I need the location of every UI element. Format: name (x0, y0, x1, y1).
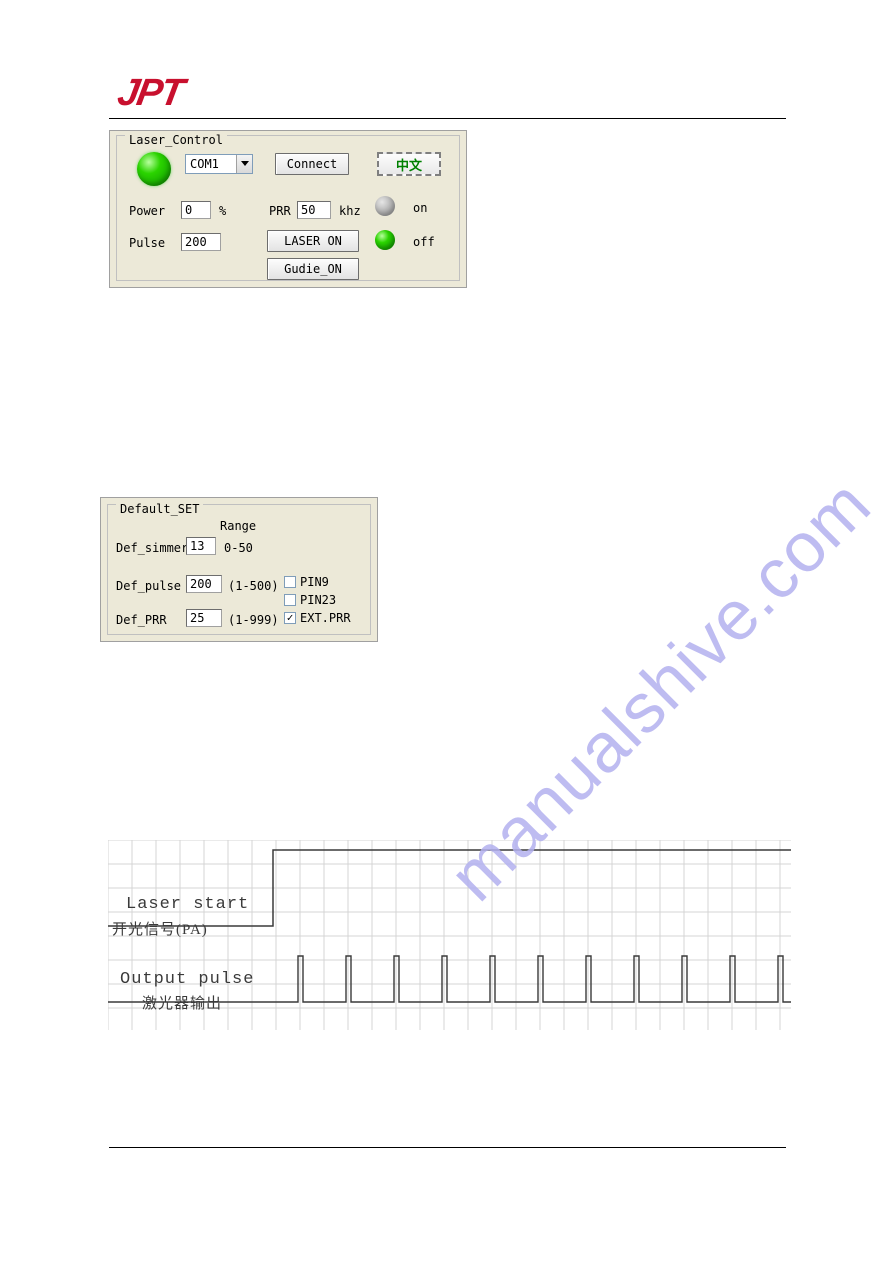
connect-button[interactable]: Connect (275, 153, 349, 175)
laser-on-button[interactable]: LASER ON (267, 230, 359, 252)
guide-on-button[interactable]: Gudie_ON (267, 258, 359, 280)
dropdown-icon (236, 155, 252, 173)
range-header: Range (220, 519, 256, 533)
laser-control-legend: Laser_Control (125, 133, 227, 147)
extprr-label: EXT.PRR (300, 611, 351, 625)
def-pulse-value: 200 (190, 577, 212, 591)
prr-input[interactable]: 50 (297, 201, 331, 219)
pulse-input[interactable]: 200 (181, 233, 221, 251)
prr-label: PRR (269, 204, 291, 218)
language-button-label: 中文 (396, 155, 422, 174)
pin9-checkbox[interactable]: PIN9 (284, 575, 329, 589)
laser-start-label-en: Laser start (126, 895, 249, 914)
def-simmer-value: 13 (190, 539, 204, 553)
checkbox-box-icon (284, 594, 296, 606)
laser-control-fieldset: Laser_Control COM1 Connect 中文 Power 0 % … (116, 135, 460, 281)
power-input[interactable]: 0 (181, 201, 211, 219)
checkbox-box-icon (284, 576, 296, 588)
main-status-led (137, 152, 171, 186)
power-value: 0 (185, 203, 192, 217)
pin23-checkbox[interactable]: PIN23 (284, 593, 336, 607)
power-unit: % (219, 204, 226, 218)
on-status-led (375, 196, 395, 216)
def-pulse-input[interactable]: 200 (186, 575, 222, 593)
prr-value: 50 (301, 203, 315, 217)
def-simmer-input[interactable]: 13 (186, 537, 216, 555)
pulse-label: Pulse (129, 236, 165, 250)
header-rule (109, 118, 786, 119)
off-status-led (375, 230, 395, 250)
laser-control-panel: Laser_Control COM1 Connect 中文 Power 0 % … (109, 130, 467, 288)
com-port-value: COM1 (186, 157, 236, 171)
extprr-checkbox[interactable]: ✓ EXT.PRR (284, 611, 351, 625)
pin23-label: PIN23 (300, 593, 336, 607)
default-set-panel: Default_SET Range Def_simmer 13 0-50 Def… (100, 497, 378, 642)
laser-start-label-cn: 开光信号(PA) (112, 918, 208, 939)
connect-button-label: Connect (287, 157, 338, 171)
output-pulse-label-cn: 激光器输出 (142, 992, 222, 1013)
def-pulse-label: Def_pulse (116, 579, 181, 593)
def-prr-range: (1-999) (228, 613, 279, 627)
def-pulse-range: (1-500) (228, 579, 279, 593)
off-label: off (413, 235, 435, 249)
def-prr-value: 25 (190, 611, 204, 625)
on-label: on (413, 201, 427, 215)
def-simmer-label: Def_simmer (116, 541, 188, 555)
def-simmer-range: 0-50 (224, 541, 253, 555)
def-prr-label: Def_PRR (116, 613, 167, 627)
output-pulse-label-en: Output pulse (120, 970, 254, 989)
laser-on-button-label: LASER ON (284, 234, 342, 248)
def-prr-input[interactable]: 25 (186, 609, 222, 627)
language-button[interactable]: 中文 (377, 152, 441, 176)
pulse-value: 200 (185, 235, 207, 249)
checkbox-checked-icon: ✓ (284, 612, 296, 624)
prr-unit: khz (339, 204, 361, 218)
default-set-fieldset: Default_SET Range Def_simmer 13 0-50 Def… (107, 504, 371, 635)
timing-diagram: Laser start 开光信号(PA) Output pulse 激光器输出 (108, 840, 791, 1030)
brand-logo: JPT (114, 72, 185, 115)
guide-on-button-label: Gudie_ON (284, 262, 342, 276)
default-set-legend: Default_SET (116, 502, 203, 516)
footer-rule (109, 1147, 786, 1148)
power-label: Power (129, 204, 165, 218)
pin9-label: PIN9 (300, 575, 329, 589)
com-port-select[interactable]: COM1 (185, 154, 253, 174)
